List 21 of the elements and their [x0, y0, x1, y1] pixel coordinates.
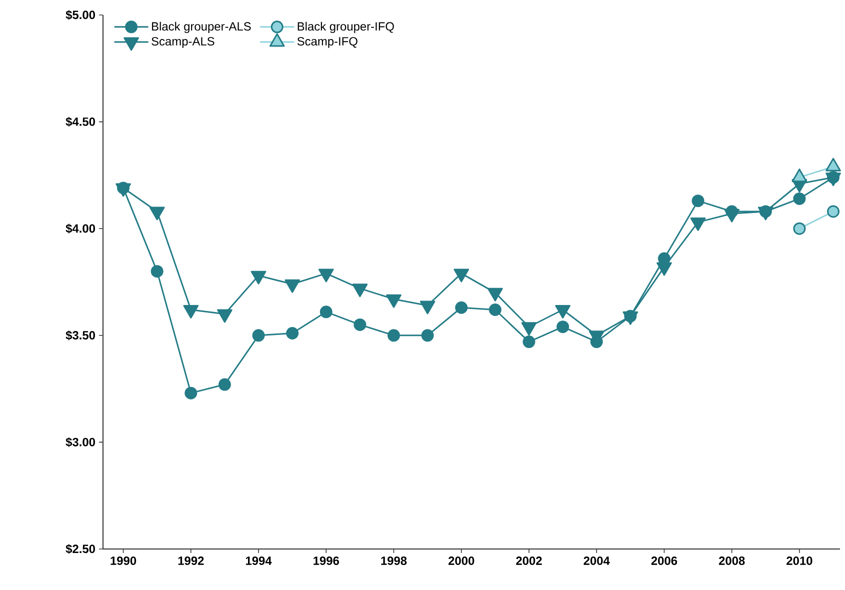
x-tick-label: 1998: [381, 556, 407, 565]
x-tick-label: 2000: [448, 556, 474, 565]
y-tick-label: $2.50: [66, 544, 95, 554]
y-tick-label: $3.00: [66, 437, 95, 448]
y-tick-label: $3.50: [66, 330, 95, 340]
x-tick-label: 1992: [178, 556, 204, 565]
y-tick-label: $4.50: [66, 116, 95, 127]
x-tick-label: 2010: [786, 556, 812, 565]
y-tick-label: $5.00: [66, 10, 95, 20]
x-tick-label: 2008: [718, 556, 745, 565]
legend-label: Scamp-IFQ: [297, 37, 358, 48]
x-tick-label: 2004: [584, 556, 610, 565]
legend-label: Black grouper-IFQ: [298, 22, 394, 33]
x-tick-label: 1990: [110, 556, 136, 565]
x-tick-label: 2002: [516, 556, 542, 565]
x-tick-label: 1996: [314, 556, 339, 565]
legend-label: Scamp-ALS: [152, 37, 214, 48]
x-tick-label: 2006: [651, 556, 678, 565]
x-tick-label: 1994: [246, 556, 272, 565]
y-tick-label: $4.00: [66, 224, 95, 234]
legend-label: Black grouper-ALS: [152, 22, 251, 33]
